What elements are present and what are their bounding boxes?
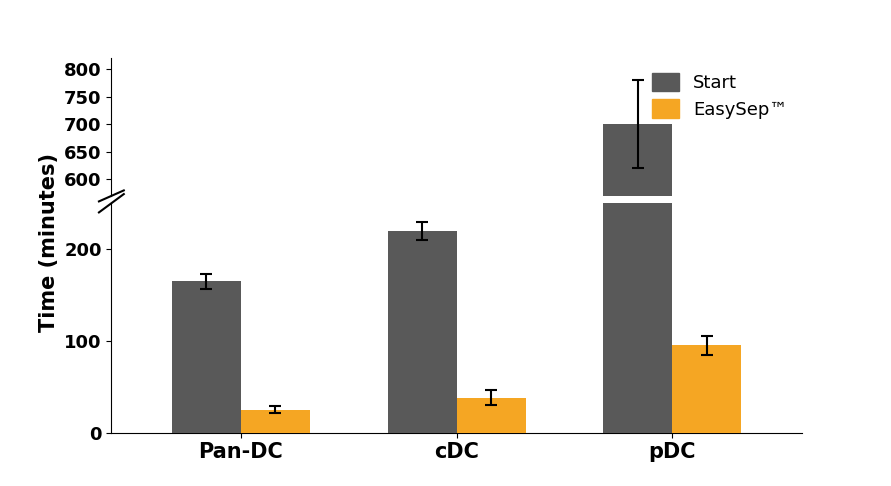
Bar [603, 0, 673, 433]
Bar [172, 419, 241, 486]
Text: Time (minutes): Time (minutes) [39, 154, 59, 332]
Bar [241, 410, 310, 433]
Bar [388, 388, 457, 486]
Bar [603, 124, 673, 486]
Bar [388, 231, 457, 433]
Bar [172, 281, 241, 433]
Bar [673, 457, 741, 486]
Bar [457, 398, 526, 433]
Legend: Start, EasySep™: Start, EasySep™ [646, 68, 793, 124]
Bar [673, 346, 741, 433]
